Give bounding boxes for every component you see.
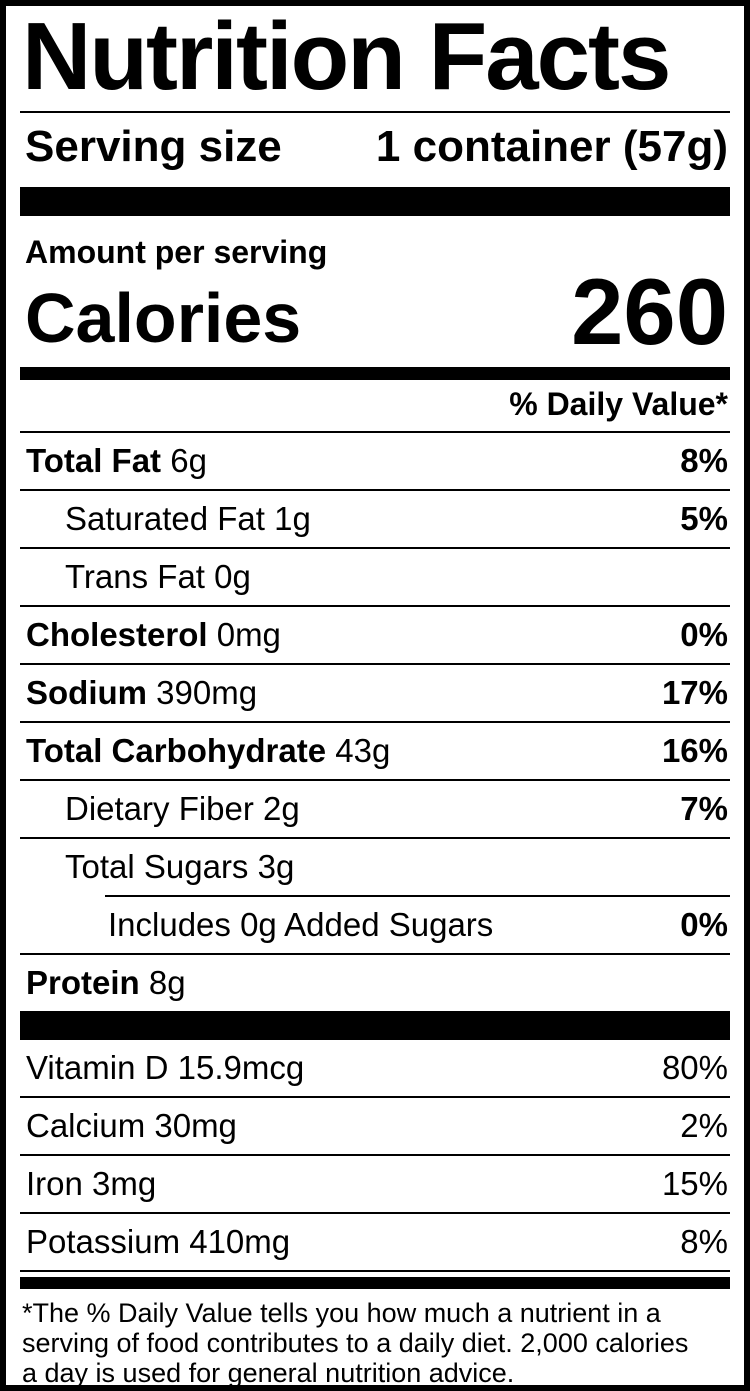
nutrient-row-total-fat: Total Fat 6g 8%: [20, 433, 730, 489]
nutrient-name: Trans Fat 0g: [65, 560, 251, 593]
nutrient-daily-value: 2%: [680, 1107, 728, 1145]
divider: [20, 546, 730, 549]
nutrient-amount: 6g: [161, 442, 207, 480]
nutrient-row-sodium: Sodium 390mg 17%: [20, 665, 730, 721]
serving-size-value: 1 container (57g): [375, 122, 728, 172]
daily-value-footnote: *The % Daily Value tells you how much a …: [20, 1297, 730, 1388]
footnote-line: a day is used for general nutrition advi…: [22, 1357, 515, 1388]
footnote-line: serving of food contributes to a daily d…: [22, 1327, 689, 1358]
thick-divider-bar: [20, 187, 730, 217]
calories-row: Calories 260: [20, 258, 730, 364]
nutrient-name: Total Sugars 3g: [65, 850, 294, 883]
micronutrient-row-calcium: Calcium 30mg 2%: [20, 1098, 730, 1154]
nutrient-name: Iron 3mg: [26, 1165, 157, 1203]
thick-divider-bar: [20, 1010, 730, 1040]
nutrient-amount: Total Sugars 3g: [65, 848, 295, 886]
divider: [20, 778, 730, 781]
divider: [20, 952, 730, 955]
micronutrient-row-potassium: Potassium 410mg 8%: [20, 1214, 730, 1270]
nutrient-name-bold: Total Carbohydrate: [26, 732, 327, 770]
serving-size-label: Serving size: [25, 122, 282, 172]
divider: [20, 662, 730, 665]
divider: [20, 720, 730, 723]
indented-divider: [105, 894, 730, 897]
medium-divider-bar: [20, 1276, 730, 1289]
nutrient-daily-value: 16%: [661, 732, 728, 770]
nutrient-amount: 43g: [326, 732, 391, 770]
label-title: Nutrition Facts: [22, 3, 671, 110]
nutrient-name-bold: Cholesterol: [26, 616, 208, 654]
nutrient-row-dietary-fiber: Dietary Fiber 2g 7%: [20, 781, 730, 837]
nutrient-row-trans-fat: Trans Fat 0g: [20, 549, 730, 605]
nutrient-daily-value: 7%: [680, 790, 728, 828]
nutrient-amount: Saturated Fat 1g: [65, 500, 311, 538]
calories-value: 260: [571, 258, 728, 364]
nutrient-name: Total Carbohydrate 43g: [26, 734, 390, 767]
amount-per-serving-label: Amount per serving: [25, 234, 328, 271]
nutrient-daily-value: 0%: [680, 906, 728, 944]
divider: [20, 430, 730, 433]
nutrient-row-total-carbohydrate: Total Carbohydrate 43g 16%: [20, 723, 730, 779]
nutrient-daily-value: 8%: [680, 1223, 728, 1261]
divider: [20, 1211, 730, 1214]
nutrient-name: Calcium 30mg: [26, 1107, 237, 1145]
nutrient-name: Saturated Fat 1g: [65, 502, 311, 535]
serving-size-row: Serving size 1 container (57g): [20, 124, 730, 170]
nutrient-name: Cholesterol 0mg: [26, 618, 281, 651]
nutrient-daily-value: 8%: [680, 442, 728, 480]
nutrient-name: Includes 0g Added Sugars: [108, 908, 493, 941]
nutrient-name: Total Fat 6g: [26, 444, 207, 477]
nutrient-name: Dietary Fiber 2g: [65, 792, 300, 825]
nutrient-daily-value: 80%: [661, 1049, 728, 1087]
nutrient-amount: Dietary Fiber 2g: [65, 790, 300, 828]
daily-value-header: % Daily Value*: [509, 385, 728, 422]
nutrient-name-bold: Sodium: [26, 674, 147, 712]
nutrient-name: Potassium 410mg: [26, 1223, 291, 1261]
divider: [20, 1095, 730, 1098]
nutrient-daily-value: 17%: [661, 674, 728, 712]
divider: [20, 836, 730, 839]
divider: [20, 488, 730, 491]
nutrient-daily-value: 5%: [680, 500, 728, 538]
nutrient-amount: Trans Fat 0g: [65, 558, 251, 596]
nutrient-row-total-sugars: Total Sugars 3g: [20, 839, 730, 895]
nutrient-amount: Includes 0g Added Sugars: [108, 906, 494, 944]
nutrient-name-bold: Protein: [26, 964, 140, 1002]
nutrient-name: Protein 8g: [26, 966, 186, 999]
micronutrient-row-iron: Iron 3mg 15%: [20, 1156, 730, 1212]
nutrient-row-protein: Protein 8g: [20, 955, 730, 1011]
medium-divider-bar: [20, 366, 730, 380]
divider: [20, 1153, 730, 1156]
nutrient-row-cholesterol: Cholesterol 0mg 0%: [20, 607, 730, 663]
nutrient-row-saturated-fat: Saturated Fat 1g 5%: [20, 491, 730, 547]
nutrient-name-bold: Total Fat: [26, 442, 162, 480]
divider: [20, 604, 730, 607]
micronutrient-row-vitamin-d: Vitamin D 15.9mcg 80%: [20, 1040, 730, 1096]
nutrient-name: Sodium 390mg: [26, 676, 257, 709]
nutrient-daily-value: 0%: [680, 616, 728, 654]
nutrient-name: Vitamin D 15.9mcg: [26, 1049, 305, 1087]
nutrient-amount: 8g: [139, 964, 186, 1002]
divider: [20, 1269, 730, 1272]
nutrient-daily-value: 15%: [661, 1165, 728, 1203]
nutrient-amount: 390mg: [147, 674, 258, 712]
footnote-line: *The % Daily Value tells you how much a …: [22, 1297, 661, 1328]
calories-label: Calories: [25, 279, 302, 358]
nutrient-amount: 0mg: [207, 616, 281, 654]
nutrient-row-added-sugars: Includes 0g Added Sugars 0%: [20, 897, 730, 953]
divider: [20, 111, 730, 114]
